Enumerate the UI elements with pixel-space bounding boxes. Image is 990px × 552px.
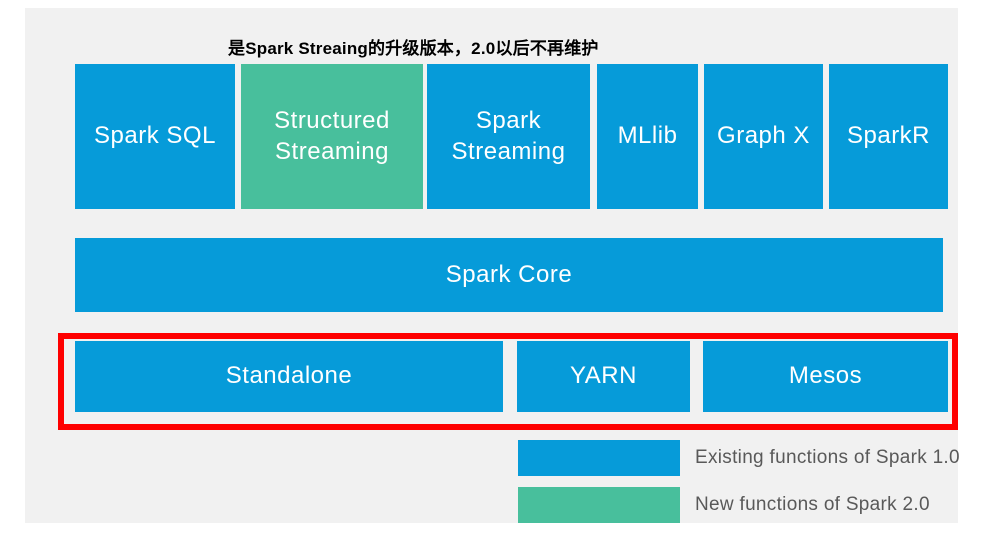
- box-spark-sql: Spark SQL: [75, 64, 235, 209]
- box-yarn: YARN: [517, 341, 690, 412]
- box-spark-core: Spark Core: [75, 238, 943, 312]
- legend-label-spark2: New functions of Spark 2.0: [695, 494, 930, 515]
- legend-label-spark1: Existing functions of Spark 1.0: [695, 447, 960, 468]
- box-graphx: Graph X: [704, 64, 823, 209]
- box-mllib: MLlib: [597, 64, 698, 209]
- structured-streaming-annotation: 是Spark Streaing的升级版本，2.0以后不再维护: [228, 39, 599, 58]
- box-mesos: Mesos: [703, 341, 948, 412]
- box-spark-streaming: Spark Streaming: [427, 64, 590, 209]
- legend-swatch-spark2-green: [518, 487, 680, 523]
- box-sparkr: SparkR: [829, 64, 948, 209]
- legend-swatch-spark1-blue: [518, 440, 680, 476]
- box-standalone: Standalone: [75, 341, 503, 412]
- box-structured-streaming: Structured Streaming: [241, 64, 423, 209]
- cluster-managers-highlight-rect: [58, 333, 958, 430]
